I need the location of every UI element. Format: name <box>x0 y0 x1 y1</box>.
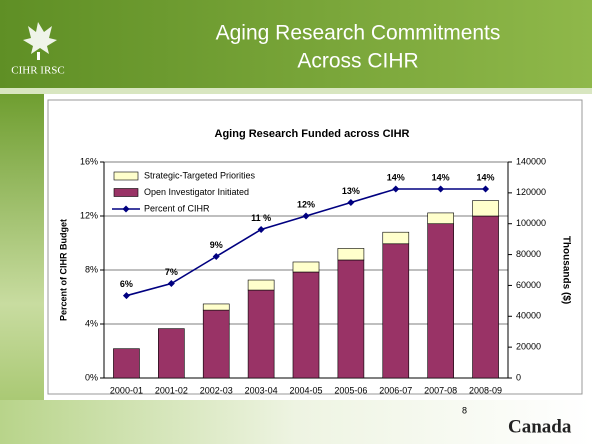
data-label: 14% <box>432 172 450 182</box>
line-marker <box>122 292 130 300</box>
y2-tick-label: 100000 <box>516 218 546 228</box>
x-tick-label: 2006-07 <box>379 385 412 395</box>
bar <box>292 261 320 273</box>
y2-tick-label: 60000 <box>516 280 541 290</box>
bar <box>382 243 410 379</box>
bar <box>337 259 365 379</box>
left-strip <box>0 94 44 444</box>
y-tick-label: 0% <box>85 372 98 382</box>
line-marker <box>392 185 400 193</box>
legend-swatch <box>113 171 139 181</box>
line-marker <box>257 226 265 233</box>
data-label: 12% <box>297 199 315 209</box>
bar <box>472 200 499 217</box>
bar <box>472 215 499 379</box>
line-marker <box>482 185 490 193</box>
y2-axis-title: Thousands ($) <box>560 236 571 304</box>
bar <box>202 303 230 311</box>
y2-tick-label: 0 <box>516 372 521 382</box>
footer-logo: Canada <box>508 416 572 437</box>
bar <box>113 348 140 379</box>
bar <box>247 289 275 379</box>
x-tick-label: 2008-09 <box>469 385 502 395</box>
logo-icon <box>23 22 57 60</box>
bar <box>427 212 454 225</box>
slide-title: Aging Research Commitments <box>216 22 501 45</box>
bar <box>158 328 185 379</box>
bar <box>427 223 454 379</box>
data-label: 13% <box>342 186 360 196</box>
x-tick-label: 2007-08 <box>424 385 457 395</box>
bar <box>292 271 320 379</box>
legend-label: Open Investigator Initiated <box>144 187 249 197</box>
data-label: 14% <box>477 172 495 182</box>
y-tick-label: 16% <box>80 156 98 166</box>
bar <box>247 279 275 291</box>
y2-tick-label: 120000 <box>516 187 546 197</box>
header <box>0 0 592 88</box>
line-marker <box>212 253 220 260</box>
y-tick-label: 4% <box>85 318 98 328</box>
x-tick-label: 2001-02 <box>155 385 188 395</box>
x-tick-label: 2002-03 <box>200 385 233 395</box>
line-marker <box>347 199 355 206</box>
bar <box>202 309 230 379</box>
y2-tick-label: 140000 <box>516 156 546 166</box>
y2-tick-label: 80000 <box>516 249 541 259</box>
line-marker <box>302 212 310 220</box>
data-label: 6% <box>120 279 133 289</box>
slide-title: Across CIHR <box>297 50 418 73</box>
footer-band <box>0 400 592 444</box>
page-number: 8 <box>462 405 467 415</box>
data-label: 9% <box>210 240 223 250</box>
data-label: 7% <box>165 267 178 277</box>
x-tick-label: 2004-05 <box>289 385 322 395</box>
y-tick-label: 8% <box>85 264 98 274</box>
y2-tick-label: 40000 <box>516 311 541 321</box>
data-label: 11 % <box>251 213 271 223</box>
bar <box>382 231 410 245</box>
line-marker <box>437 185 445 193</box>
y-tick-label: 12% <box>80 210 98 220</box>
chart-title: Aging Research Funded across CIHR <box>215 128 410 140</box>
x-tick-label: 2000-01 <box>110 385 143 395</box>
x-tick-label: 2003-04 <box>245 385 278 395</box>
legend-swatch <box>122 205 130 213</box>
line-marker <box>167 280 175 287</box>
header-rule <box>0 88 592 94</box>
y2-tick-label: 20000 <box>516 342 541 352</box>
x-tick-label: 2005-06 <box>334 385 367 395</box>
legend-swatch <box>113 188 139 197</box>
logo-text: CIHR IRSC <box>11 65 65 77</box>
bar <box>337 248 365 261</box>
legend-label: Percent of CIHR <box>144 203 210 213</box>
y-axis-title: Percent of CIHR Budget <box>58 219 68 321</box>
data-label: 14% <box>387 172 405 182</box>
legend-label: Strategic-Targeted Priorities <box>144 170 256 180</box>
